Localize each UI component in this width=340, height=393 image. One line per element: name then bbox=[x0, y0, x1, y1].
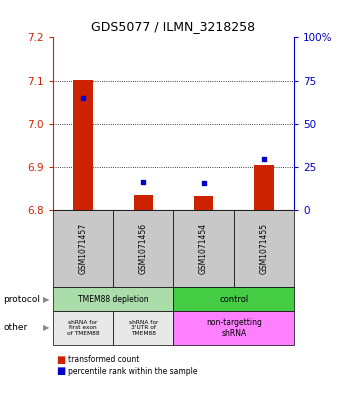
Text: control: control bbox=[219, 295, 249, 303]
Text: GSM1071455: GSM1071455 bbox=[259, 223, 268, 274]
Text: non-targetting
shRNA: non-targetting shRNA bbox=[206, 318, 262, 338]
Bar bbox=[134, 195, 153, 210]
Text: other: other bbox=[3, 323, 28, 332]
Bar bbox=[73, 80, 92, 210]
Text: percentile rank within the sample: percentile rank within the sample bbox=[68, 367, 198, 376]
Text: shRNA for
3'UTR of
TMEM88: shRNA for 3'UTR of TMEM88 bbox=[129, 320, 158, 336]
Bar bbox=[254, 165, 274, 210]
Text: ▶: ▶ bbox=[42, 323, 49, 332]
Text: GSM1071454: GSM1071454 bbox=[199, 223, 208, 274]
Text: GSM1071457: GSM1071457 bbox=[79, 223, 87, 274]
Text: GSM1071456: GSM1071456 bbox=[139, 223, 148, 274]
Text: ■: ■ bbox=[56, 354, 65, 365]
Text: ■: ■ bbox=[56, 366, 65, 376]
Bar bbox=[194, 196, 213, 210]
Text: protocol: protocol bbox=[3, 295, 40, 303]
Text: TMEM88 depletion: TMEM88 depletion bbox=[78, 295, 148, 303]
Text: transformed count: transformed count bbox=[68, 355, 139, 364]
Text: ▶: ▶ bbox=[42, 295, 49, 303]
Text: shRNA for
first exon
of TMEM88: shRNA for first exon of TMEM88 bbox=[67, 320, 99, 336]
Title: GDS5077 / ILMN_3218258: GDS5077 / ILMN_3218258 bbox=[91, 20, 255, 33]
